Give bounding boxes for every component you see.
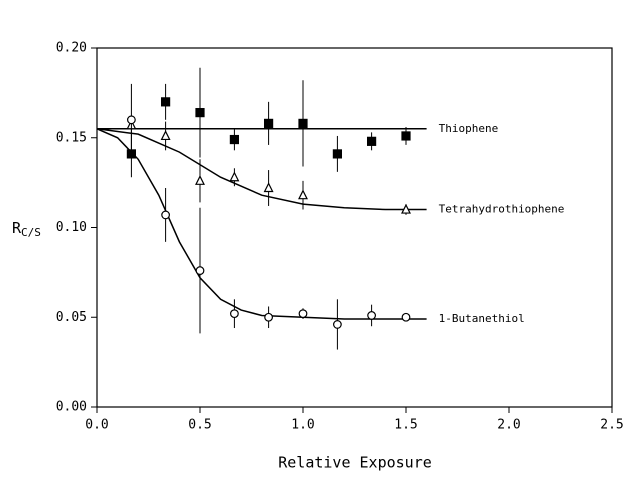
point <box>366 136 377 146</box>
x-tick-label: 1.5 <box>394 418 417 433</box>
series-label: 1-Butanethiol <box>439 312 525 325</box>
x-tick-label: 2.0 <box>497 418 520 433</box>
x-tick-label: 2.5 <box>600 418 623 433</box>
y-axis-label: RC/S <box>12 219 41 240</box>
point <box>401 312 411 322</box>
y-tick-label: 0.20 <box>56 41 87 56</box>
point <box>160 130 171 141</box>
point <box>401 203 411 214</box>
y-tick-label: 0.15 <box>56 130 87 145</box>
y-tick-label: 0.05 <box>56 310 87 325</box>
y-axis-label-main: R <box>12 219 22 237</box>
point <box>195 266 205 275</box>
y-tick-label: 0.10 <box>56 220 87 235</box>
point <box>195 174 205 185</box>
point <box>161 210 170 220</box>
point <box>229 171 240 182</box>
x-tick-label: 1.0 <box>291 418 314 433</box>
point <box>401 131 411 141</box>
y-tick-label: 0.00 <box>56 400 87 415</box>
point <box>298 118 308 128</box>
point <box>298 309 308 319</box>
fit-curve <box>96 128 427 211</box>
point <box>160 97 171 107</box>
series-label: Thiophene <box>439 122 499 135</box>
point <box>333 320 342 329</box>
series-label: Tetrahydrothiophene <box>439 203 565 216</box>
point <box>127 115 136 125</box>
fit-curve <box>96 128 427 320</box>
point <box>264 312 273 322</box>
y-axis-label-sub: C/S <box>21 226 41 239</box>
point <box>195 108 205 118</box>
point <box>230 309 239 319</box>
point <box>367 311 376 320</box>
x-tick-label: 0.0 <box>85 418 108 433</box>
point <box>229 134 240 145</box>
point <box>263 118 274 128</box>
point <box>263 182 274 193</box>
point <box>298 189 308 200</box>
plot-frame <box>96 47 613 408</box>
point <box>332 149 343 159</box>
x-axis-label: Relative Exposure <box>278 454 432 472</box>
x-tick-label: 0.5 <box>188 418 211 433</box>
